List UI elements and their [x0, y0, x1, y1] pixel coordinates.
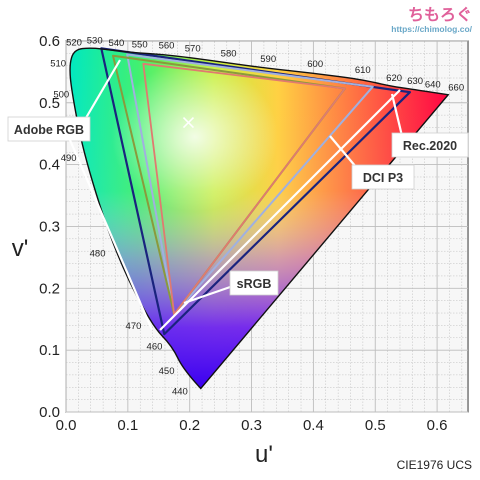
wavelength-label: 500 [53, 90, 69, 101]
wavelength-label: 540 [108, 38, 124, 49]
wavelength-label: 550 [132, 40, 148, 51]
x-tick-label: 0.6 [427, 417, 448, 434]
wavelength-label: 530 [87, 36, 103, 47]
y-tick-label: 0.0 [39, 404, 60, 421]
callout-leader-adobe-rgb [82, 59, 121, 124]
wavelength-label: 510 [50, 59, 66, 70]
gamut-dci-p3 [126, 53, 374, 316]
legend-label-rec-2020: Rec.2020 [403, 139, 457, 153]
wavelength-label: 590 [260, 54, 276, 65]
chart-subtitle: CIE1976 UCS [397, 458, 472, 472]
axis-ticks: 0.0 0.1 0.2 0.3 0.4 0.5 0.6 0.0 0.1 0.2 0.3 0.4 0.5 0… [39, 33, 447, 434]
wavelength-label: 570 [185, 44, 201, 55]
wavelength-label: 600 [307, 59, 323, 70]
x-tick-label: 0.0 [56, 417, 77, 434]
gamut-srgb [142, 62, 346, 316]
wavelength-label: 480 [90, 249, 106, 260]
callout-leader-adobe-rgb-lower [68, 139, 154, 331]
callout-leader-dci-p3 [329, 135, 357, 168]
y-tick-label: 0.2 [39, 280, 60, 297]
wavelength-label: 660 [448, 83, 464, 94]
wavelength-label: 620 [386, 73, 402, 84]
x-tick-label: 0.4 [303, 417, 324, 434]
wavelength-label: 520 [66, 38, 82, 49]
y-tick-label: 0.4 [39, 157, 60, 174]
gamut-callouts: Rec.2020 DCI P3 Adobe RGB sRGB [7, 59, 469, 331]
brand-name: ちもろぐ [408, 5, 472, 24]
y-axis-title: v' [12, 235, 29, 262]
callout-leader-srgb [183, 283, 237, 305]
legend-label-dci-p3: DCI P3 [363, 171, 403, 185]
callout-box-rec-2020 [391, 132, 469, 158]
gamut-triangles [100, 47, 411, 336]
gamut-rec-2020 [100, 47, 411, 336]
wavelength-label: 630 [407, 76, 423, 87]
wavelength-label: 640 [425, 80, 441, 91]
y-tick-label: 0.5 [39, 95, 60, 112]
wavelength-label: 460 [147, 341, 163, 352]
legend-label-adobe-rgb: Adobe RGB [14, 123, 84, 137]
callout-box-dci-p3 [351, 164, 415, 190]
callout-leader-rec-2020 [390, 93, 404, 137]
brand-url: https://chimolog.co/ [391, 24, 472, 34]
y-tick-label: 0.1 [39, 342, 60, 359]
x-tick-label: 0.3 [241, 417, 262, 434]
wavelength-label: 610 [355, 65, 371, 76]
wavelength-label: 450 [159, 366, 175, 377]
x-tick-label: 0.2 [179, 417, 200, 434]
y-tick-label: 0.6 [39, 33, 60, 50]
wavelength-label: 560 [159, 41, 175, 52]
wavelength-label: 440 [172, 387, 188, 398]
spectral-locus [69, 47, 450, 390]
x-tick-label: 0.5 [365, 417, 386, 434]
callout-leader-rec2020-lower [159, 89, 401, 331]
y-tick-label: 0.3 [39, 219, 60, 236]
x-axis-title: u' [255, 441, 273, 468]
x-tick-label: 0.1 [117, 417, 138, 434]
wavelength-label: 580 [221, 49, 237, 60]
wavelength-label: 490 [61, 153, 77, 164]
legend-label-srgb: sRGB [237, 277, 272, 291]
white-point-stroke [182, 116, 195, 129]
white-point-marker [182, 116, 195, 129]
wavelength-label: 470 [126, 321, 142, 332]
callout-box-adobe-rgb [7, 116, 91, 142]
callout-box-srgb [229, 270, 279, 296]
